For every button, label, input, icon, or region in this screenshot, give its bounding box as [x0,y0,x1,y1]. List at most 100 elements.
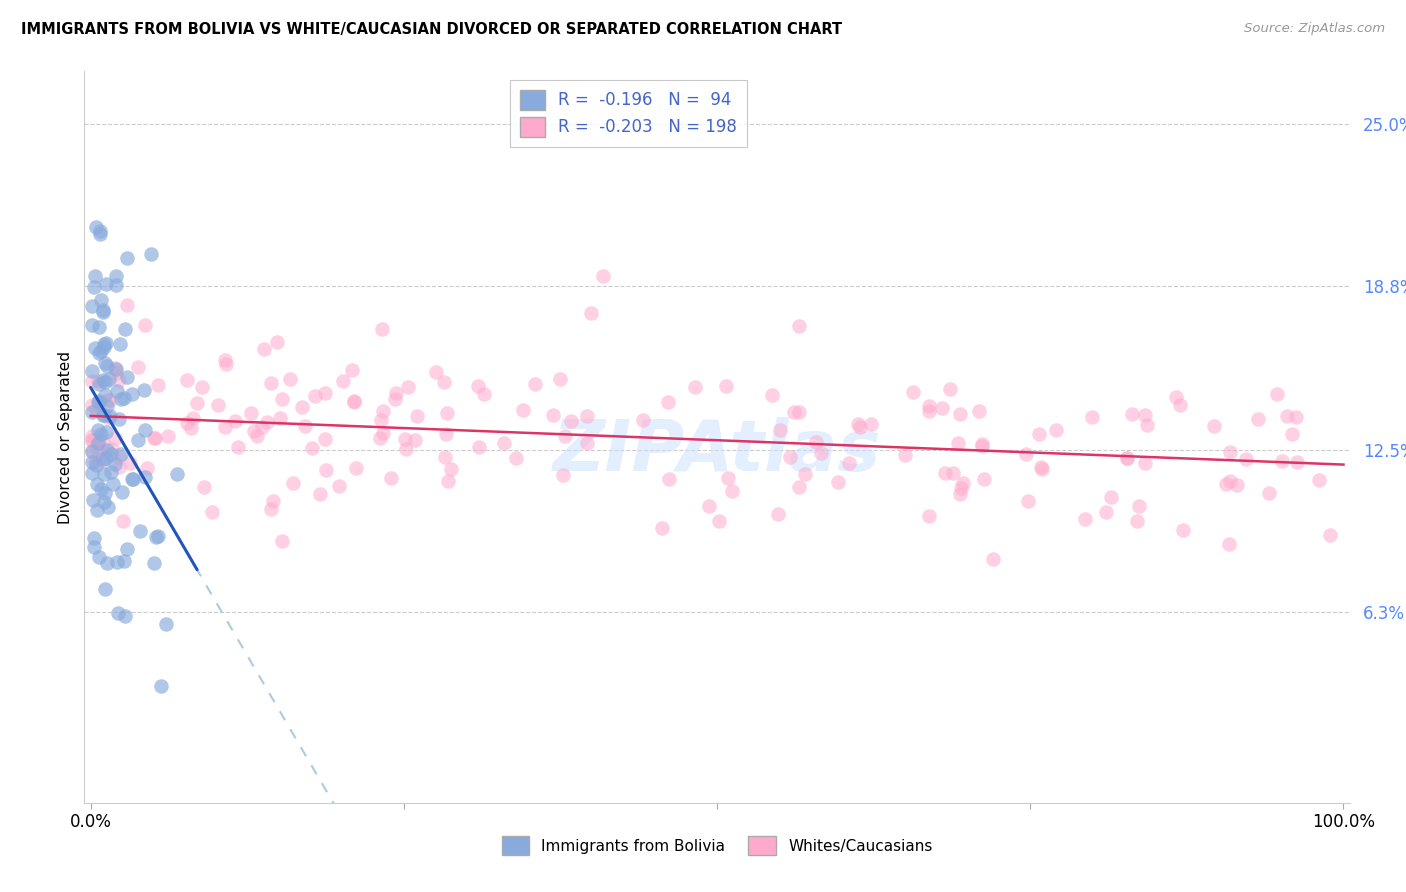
Point [114,609,136,624]
Point [82,493,104,508]
Point [148,378,170,392]
Point [112,514,135,528]
Point [226,440,249,454]
Point [505,451,527,466]
Point [115,542,138,557]
Point [215,357,238,371]
Point [576,409,599,423]
Point [112,554,135,568]
Y-axis label: Divorced or Separated: Divorced or Separated [58,351,73,524]
Point [787,480,810,494]
Point [87,445,110,459]
Point [80,374,103,388]
Point [245,429,267,443]
Point [93,409,115,423]
Point [121,386,143,401]
Point [80,364,103,378]
Point [86,441,108,455]
Point [103,477,125,491]
Point [94,388,117,402]
Point [720,483,742,498]
Point [433,376,456,390]
Point [155,616,177,631]
Point [80,429,103,443]
Point [80,399,103,413]
Point [193,480,215,494]
Point [122,472,145,486]
Point [717,471,740,485]
Point [143,431,166,445]
Point [1219,445,1241,459]
Point [115,298,138,312]
Point [761,388,783,402]
Point [128,524,150,538]
Point [1081,410,1104,425]
Point [1015,447,1038,461]
Point [252,419,274,434]
Point [176,373,198,387]
Point [952,476,974,491]
Point [657,395,679,409]
Point [1218,537,1240,551]
Point [145,530,167,544]
Point [108,460,131,475]
Point [101,442,124,457]
Point [94,450,117,465]
Point [631,413,654,427]
Point [894,448,917,462]
Point [96,399,118,413]
Point [80,455,103,469]
Point [827,475,849,490]
Point [931,401,953,415]
Point [1285,455,1308,469]
Point [114,322,136,336]
Point [127,360,149,375]
Point [942,466,965,480]
Point [243,425,266,439]
Point [108,412,131,426]
Point [281,475,304,490]
Point [543,408,565,422]
Point [918,509,941,524]
Point [118,456,141,470]
Point [86,477,108,491]
Point [93,467,115,482]
Point [554,429,576,443]
Text: IMMIGRANTS FROM BOLIVIA VS WHITE/CAUCASIAN DIVORCED OR SEPARATED CORRELATION CHA: IMMIGRANTS FROM BOLIVIA VS WHITE/CAUCASI… [21,22,842,37]
Point [783,404,806,418]
Point [127,433,149,447]
Point [714,379,737,393]
Point [789,405,811,419]
Point [97,372,120,386]
Point [83,279,105,293]
Point [100,465,122,479]
Point [1271,453,1294,467]
Point [437,474,460,488]
Point [104,431,127,445]
Point [425,366,447,380]
Point [110,392,132,406]
Point [94,375,117,389]
Point [291,400,314,414]
Point [846,417,869,432]
Point [190,380,212,394]
Point [80,445,103,459]
Point [166,467,188,482]
Point [87,393,110,408]
Point [104,362,127,376]
Point [950,482,973,496]
Point [1168,398,1191,412]
Point [82,405,104,419]
Point [93,356,115,370]
Point [385,385,408,400]
Point [1045,423,1067,437]
Point [93,582,115,596]
Point [370,413,392,427]
Point [309,486,332,500]
Point [970,436,993,450]
Point [87,396,110,410]
Point [1095,505,1118,519]
Point [91,454,114,468]
Point [104,277,127,292]
Point [96,443,118,458]
